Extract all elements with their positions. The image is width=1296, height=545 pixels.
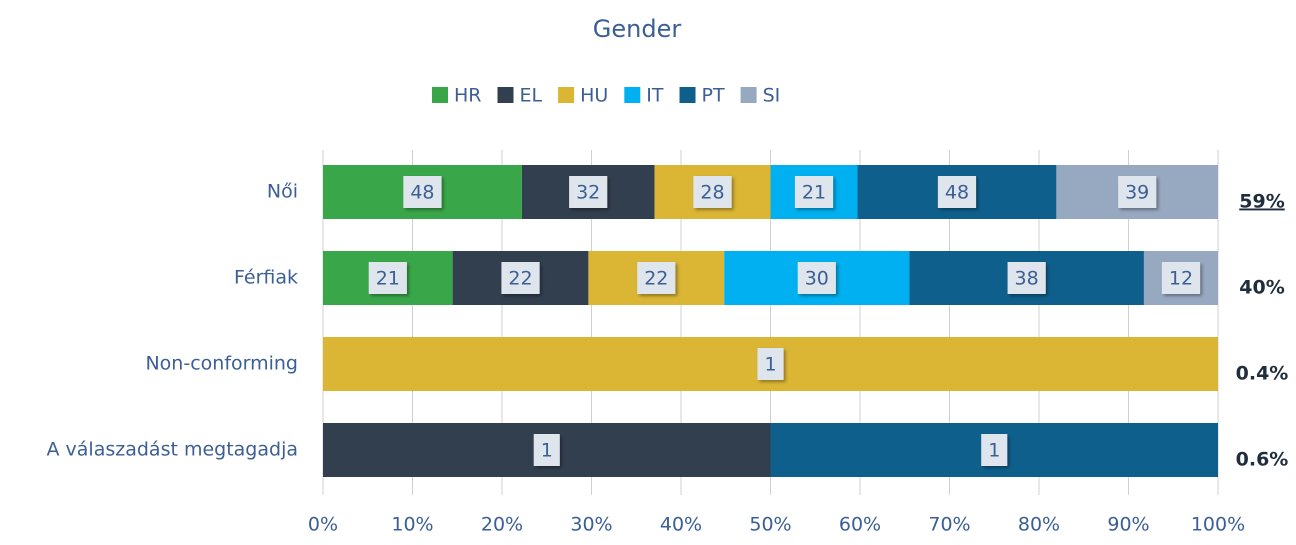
data-label: 48 bbox=[937, 176, 977, 208]
data-label-text: 12 bbox=[1169, 268, 1193, 290]
legend-swatch bbox=[740, 87, 757, 103]
data-label: 48 bbox=[403, 176, 442, 208]
y-tick-label: A válaszadást megtagadja bbox=[47, 439, 299, 461]
x-tick-label: 90% bbox=[1107, 514, 1149, 536]
data-label-text: 22 bbox=[508, 268, 532, 290]
data-label-box bbox=[637, 262, 676, 294]
data-label-text: 1 bbox=[988, 440, 1000, 462]
legend-label: HR bbox=[454, 85, 482, 107]
data-label-box bbox=[533, 434, 560, 466]
legend-label: EL bbox=[520, 85, 543, 107]
y-tick-label: Non-conforming bbox=[145, 353, 298, 375]
data-label: 39 bbox=[1118, 176, 1157, 208]
x-tick-label: 10% bbox=[391, 514, 433, 536]
data-label: 32 bbox=[569, 176, 608, 208]
row-total: 40% bbox=[1239, 277, 1284, 299]
data-label-box bbox=[368, 262, 407, 294]
data-label-text: 1 bbox=[541, 440, 553, 462]
data-label-text: 30 bbox=[805, 268, 829, 290]
legend-label: IT bbox=[646, 85, 664, 107]
data-label: 28 bbox=[693, 176, 732, 208]
data-label-box bbox=[1161, 262, 1201, 294]
data-label-box bbox=[794, 176, 834, 208]
x-tick-label: 50% bbox=[749, 514, 791, 536]
data-label-text: 1 bbox=[764, 354, 776, 376]
data-label-text: 28 bbox=[700, 182, 724, 204]
legend-label: HU bbox=[580, 85, 608, 107]
data-label-text: 22 bbox=[644, 268, 668, 290]
data-label: 30 bbox=[797, 262, 836, 294]
x-tick-label: 80% bbox=[1018, 514, 1060, 536]
data-label-text: 21 bbox=[802, 182, 826, 204]
data-label-text: 48 bbox=[410, 182, 434, 204]
row-total: 0.4% bbox=[1236, 363, 1289, 385]
legend-label: PT bbox=[702, 85, 725, 107]
data-label-box bbox=[937, 176, 977, 208]
data-label: 38 bbox=[1007, 262, 1046, 294]
data-label-box bbox=[981, 434, 1008, 466]
data-label-box bbox=[569, 176, 608, 208]
data-label-box bbox=[501, 262, 540, 294]
data-label-text: 21 bbox=[376, 268, 400, 290]
x-tick-label: 100% bbox=[1191, 514, 1245, 536]
row-total: 0.6% bbox=[1236, 449, 1289, 471]
data-label: 21 bbox=[368, 262, 407, 294]
legend-swatch bbox=[558, 87, 575, 103]
y-tick-label: Férfiak bbox=[234, 267, 298, 289]
data-label-text: 39 bbox=[1125, 182, 1149, 204]
data-label: 22 bbox=[501, 262, 540, 294]
legend-swatch bbox=[679, 87, 696, 103]
data-label: 1 bbox=[533, 434, 560, 466]
x-tick-label: 70% bbox=[928, 514, 970, 536]
data-label-box bbox=[797, 262, 836, 294]
data-label-box bbox=[1007, 262, 1046, 294]
data-label-text: 48 bbox=[945, 182, 969, 204]
data-label-box bbox=[403, 176, 442, 208]
y-tick-label: Női bbox=[267, 181, 298, 203]
data-label-box bbox=[693, 176, 732, 208]
data-label: 1 bbox=[757, 348, 784, 380]
legend-swatch bbox=[497, 87, 514, 103]
data-label: 12 bbox=[1161, 262, 1201, 294]
x-tick-label: 60% bbox=[839, 514, 881, 536]
data-label-text: 32 bbox=[576, 182, 600, 204]
data-label: 1 bbox=[981, 434, 1008, 466]
x-tick-label: 30% bbox=[570, 514, 612, 536]
data-label-text: 38 bbox=[1015, 268, 1039, 290]
data-label: 21 bbox=[794, 176, 834, 208]
row-total: 59% bbox=[1239, 191, 1284, 213]
legend-label: SI bbox=[763, 85, 781, 107]
x-tick-label: 0% bbox=[308, 514, 338, 536]
legend-swatch bbox=[432, 87, 448, 103]
data-label-box bbox=[757, 348, 784, 380]
x-tick-label: 40% bbox=[660, 514, 702, 536]
chart-title: Gender bbox=[593, 15, 682, 43]
x-tick-label: 20% bbox=[481, 514, 523, 536]
legend-swatch bbox=[624, 87, 641, 103]
data-label-box bbox=[1118, 176, 1157, 208]
data-label: 22 bbox=[637, 262, 676, 294]
